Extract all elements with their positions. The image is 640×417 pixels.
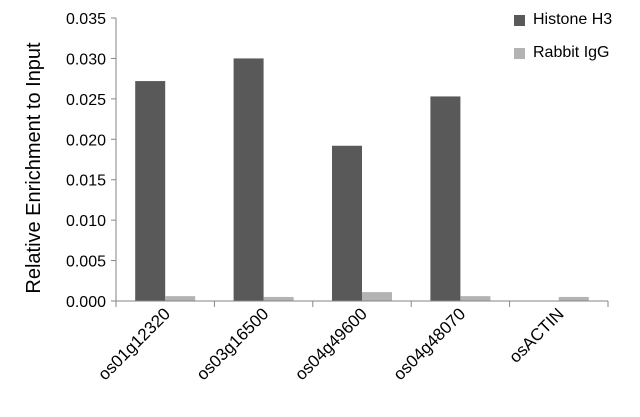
bar-rabbit-igg bbox=[165, 296, 196, 301]
y-tick-label: 0.035 bbox=[66, 11, 106, 28]
x-tick-label: os04g49600 bbox=[291, 304, 371, 384]
y-tick-label: 0.020 bbox=[66, 132, 106, 149]
bar-histone-h3 bbox=[332, 145, 362, 301]
x-tick-label: os03g16500 bbox=[193, 304, 273, 384]
legend-item-histone: Histone H3 bbox=[514, 10, 612, 30]
legend-swatch bbox=[514, 47, 525, 59]
bar-histone-h3 bbox=[430, 96, 461, 301]
legend-label: Histone H3 bbox=[533, 11, 613, 28]
legend-item-igg: Rabbit IgG bbox=[514, 43, 612, 63]
legend: Histone H3 Rabbit IgG bbox=[514, 10, 612, 76]
x-tick-label: os01g12320 bbox=[94, 304, 174, 384]
y-tick-label: 0.015 bbox=[66, 173, 106, 190]
bar-group bbox=[135, 58, 589, 301]
legend-label: Rabbit IgG bbox=[533, 44, 610, 61]
bar-rabbit-igg bbox=[460, 296, 491, 301]
bar-rabbit-igg bbox=[263, 296, 294, 301]
y-tick-label: 0.010 bbox=[66, 213, 106, 230]
y-tick-label: 0.030 bbox=[66, 51, 106, 68]
legend-swatch bbox=[514, 14, 525, 26]
y-tick-label: 0.005 bbox=[66, 254, 106, 271]
bar-rabbit-igg bbox=[362, 292, 392, 301]
bar-histone-h3 bbox=[135, 81, 166, 301]
y-tick-label: 0.000 bbox=[66, 294, 106, 311]
y-axis-label: Relative Enrichment to Input bbox=[23, 42, 45, 294]
bar-rabbit-igg bbox=[558, 296, 589, 301]
x-tick-label: osACTIN bbox=[505, 304, 567, 366]
bar-histone-h3 bbox=[233, 58, 264, 301]
x-tick-label: os04g48070 bbox=[390, 304, 470, 384]
x-axis: os01g12320 os03g16500 os04g49600 os04g48070… bbox=[94, 301, 609, 384]
y-tick-label: 0.025 bbox=[66, 92, 106, 109]
y-axis: 0.000 0.005 0.010 0.015 0.020 0.025 0.030 0.035 bbox=[66, 11, 116, 311]
